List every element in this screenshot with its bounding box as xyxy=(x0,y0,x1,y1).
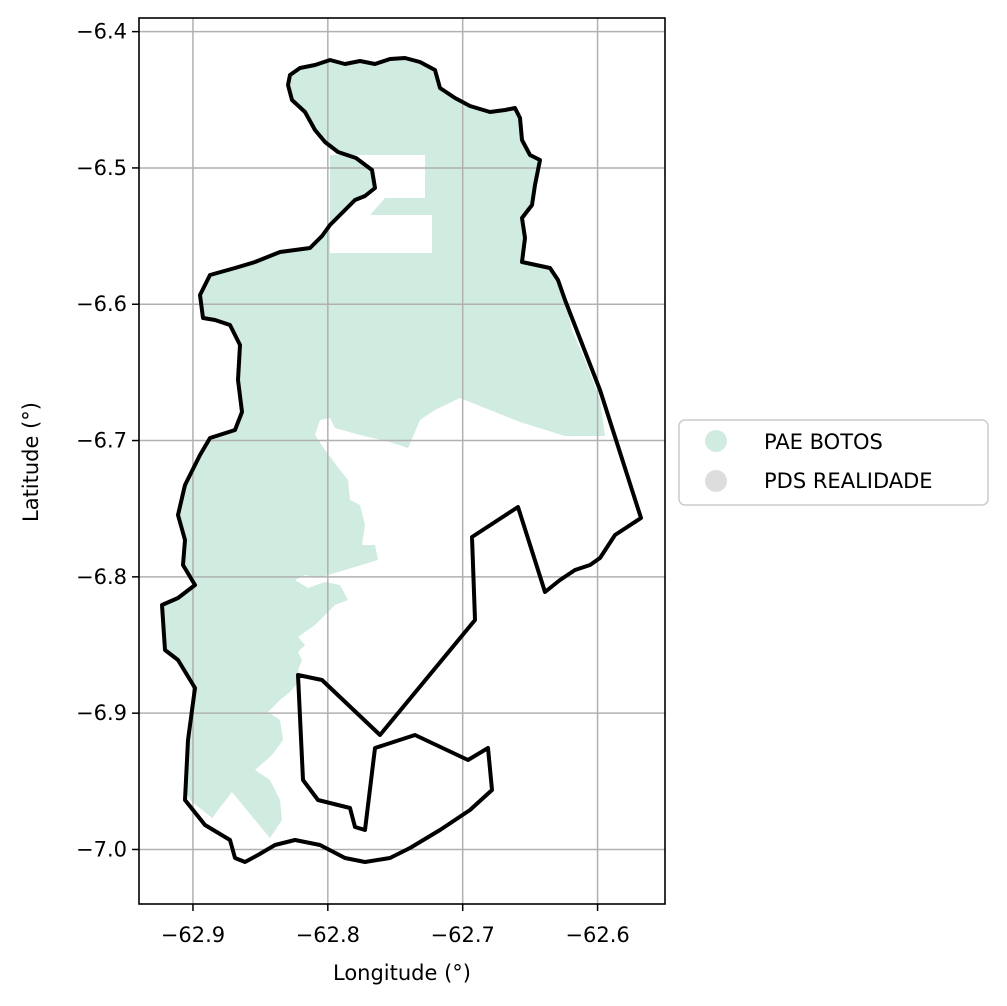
x-tick-label: −62.9 xyxy=(161,923,225,947)
pae-botos-area xyxy=(162,58,605,838)
x-axis-label: Longitude (°) xyxy=(333,961,471,985)
legend-marker-pae-botos xyxy=(705,430,727,452)
grid xyxy=(139,18,665,904)
x-tick-label: −62.7 xyxy=(431,923,495,947)
axes-frame xyxy=(138,17,666,905)
pds-realidade-boundary xyxy=(160,56,643,864)
y-tick-label: −6.4 xyxy=(76,20,127,44)
legend-marker-pds-realidade xyxy=(705,470,727,492)
y-tick-label: −6.8 xyxy=(76,565,127,589)
y-tick-label: −6.7 xyxy=(76,429,127,453)
y-tick-label: −7.0 xyxy=(76,837,127,861)
y-axis-label: Latitude (°) xyxy=(19,402,43,522)
legend-label-pds-realidade: PDS REALIDADE xyxy=(764,469,933,493)
legend-label-pae-botos: PAE BOTOS xyxy=(764,430,883,454)
legend-frame xyxy=(678,419,989,506)
y-tick-label: −6.5 xyxy=(76,156,127,180)
x-axis-ticks: −62.9 −62.8 −62.7 −62.6 xyxy=(161,904,630,947)
y-tick-label: −6.9 xyxy=(76,701,127,725)
x-tick-label: −62.8 xyxy=(296,923,360,947)
legend: PAE BOTOS PDS REALIDADE xyxy=(678,419,989,506)
y-tick-label: −6.6 xyxy=(76,292,127,316)
y-axis-ticks: −6.4 −6.5 −6.6 −6.7 −6.8 −6.9 −7.0 xyxy=(76,20,139,861)
x-tick-label: −62.6 xyxy=(565,923,629,947)
